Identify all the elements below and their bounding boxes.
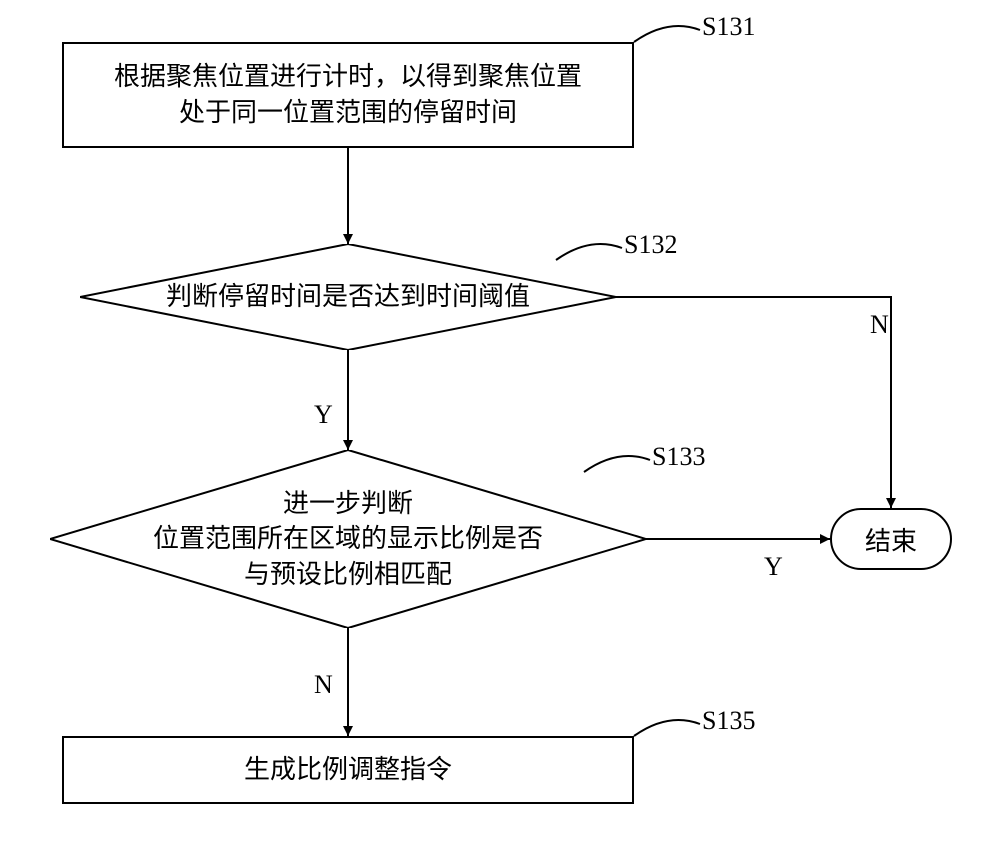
edge-s133-no: N [314,670,333,700]
s131-line1: 根据聚焦位置进行计时，以得到聚焦位置 [114,62,582,91]
decision-s133: 进一步判断 位置范围所在区域的显示比例是否 与预设比例相匹配 [50,450,646,628]
s133-line3: 与预设比例相匹配 [244,560,452,589]
tag-s133: S133 [652,442,705,472]
tag-s135: S135 [702,706,755,736]
s133-line1: 进一步判断 [283,489,413,518]
s135-text: 生成比例调整指令 [244,752,452,788]
tag-s132: S132 [624,230,677,260]
process-s135: 生成比例调整指令 [62,736,634,804]
edge-s132-yes: Y [314,400,333,430]
process-s131: 根据聚焦位置进行计时，以得到聚焦位置 处于同一位置范围的停留时间 [62,42,634,148]
s131-line2: 处于同一位置范围的停留时间 [179,98,517,127]
tag-s131: S131 [702,12,755,42]
edge-s133-yes: Y [764,552,783,582]
terminator-end: 结束 [830,508,952,570]
decision-s132: 判断停留时间是否达到时间阈值 [80,244,616,350]
end-text: 结束 [865,521,917,558]
edge-s132-no: N [870,310,889,340]
s132-text: 判断停留时间是否达到时间阈值 [166,282,530,311]
s133-line2: 位置范围所在区域的显示比例是否 [153,524,543,553]
